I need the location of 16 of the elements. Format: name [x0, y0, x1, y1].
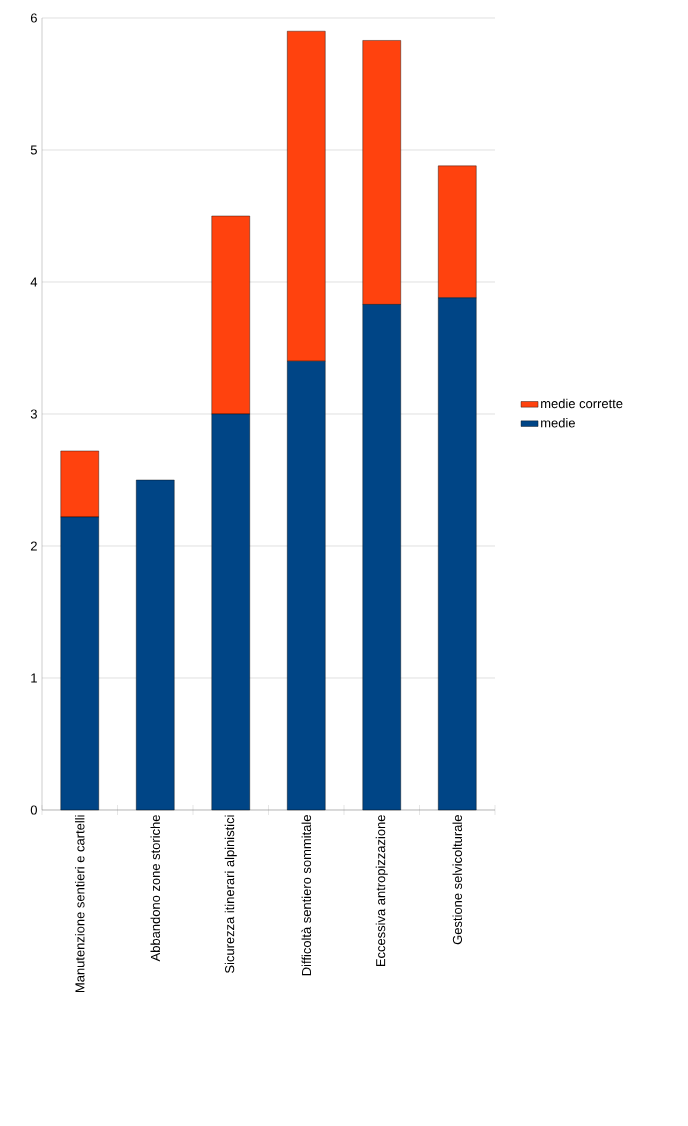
y-tick-label: 1 [31, 673, 37, 683]
x-tick-label: Gestione selvicolturale [452, 815, 463, 945]
y-tick-label: 2 [30, 541, 37, 551]
x-tick-label: Sicurezza itinerari alpinistici [224, 815, 237, 973]
y-tick-label: 4 [30, 277, 38, 287]
y-tick-label: 0 [30, 805, 37, 815]
y-tick-label: 5 [30, 145, 37, 155]
y-tick-label: 3 [30, 409, 37, 419]
legend-label: medie [541, 417, 575, 428]
x-tick-label: Eccessiva antropizzazione [375, 815, 388, 967]
bar [136, 479, 175, 811]
x-tick-label: Manutenzione sentieri e cartelli [74, 815, 85, 992]
x-tick-label: Abbandono zone storiche [150, 815, 161, 962]
legend-label: medie corrette [541, 398, 623, 409]
y-tick-label: 6 [30, 13, 37, 23]
x-tick-label: Difficoltà sentiero sommitale [301, 815, 312, 976]
